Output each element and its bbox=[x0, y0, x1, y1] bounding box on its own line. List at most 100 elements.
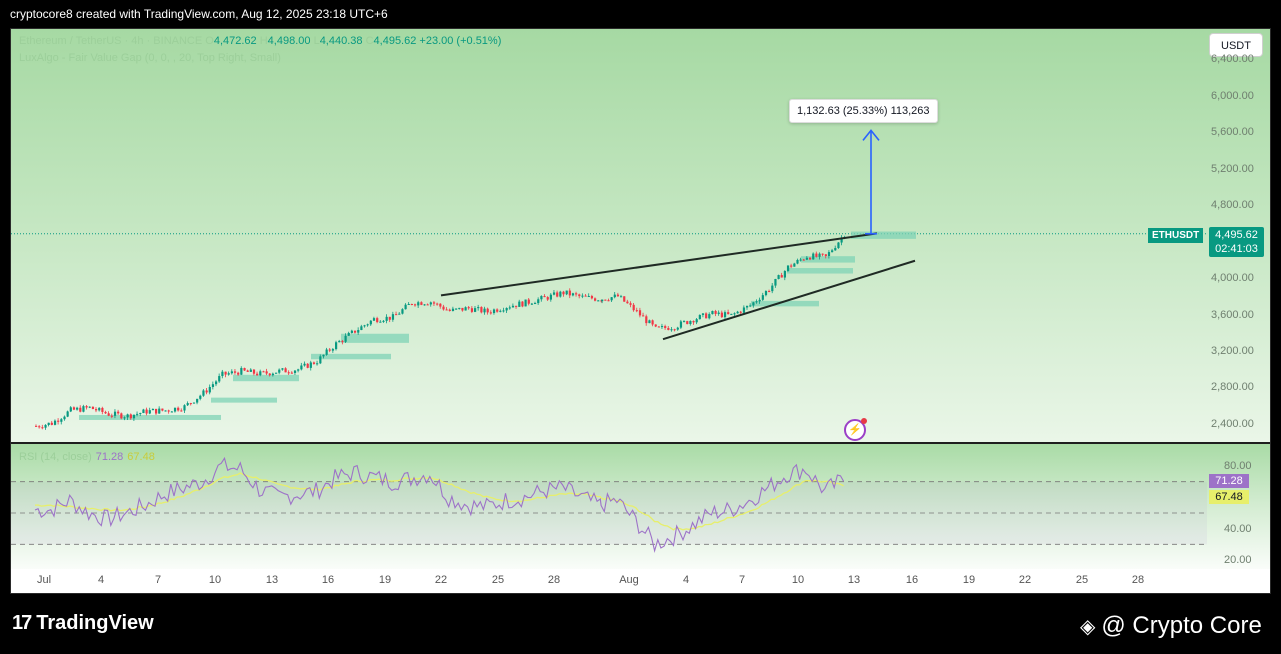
candle-body bbox=[752, 302, 755, 306]
chart-frame[interactable]: Ethereum / TetherUS · 4h · BINANCE O4,47… bbox=[10, 28, 1271, 594]
candle-body bbox=[44, 424, 47, 428]
x-axis-label: 25 bbox=[1075, 574, 1089, 586]
candle-body bbox=[233, 371, 237, 373]
measure-label[interactable]: 1,132.63 (25.33%) 113,263 bbox=[789, 99, 938, 123]
candle-body bbox=[780, 275, 783, 278]
x-axis-label: 16 bbox=[321, 574, 335, 586]
price-pane[interactable] bbox=[11, 29, 1270, 442]
candle-body bbox=[104, 411, 107, 414]
tradingview-logo-icon: 17 bbox=[12, 612, 32, 634]
close-label: C bbox=[365, 35, 374, 47]
candle-body bbox=[139, 413, 142, 415]
rsi-title: RSI (14, close) bbox=[19, 451, 92, 463]
candle-body bbox=[736, 311, 739, 314]
candle-body bbox=[701, 313, 705, 315]
candle-body bbox=[467, 307, 470, 309]
candle-body bbox=[834, 248, 837, 251]
candle-body bbox=[815, 253, 818, 257]
candle-body bbox=[132, 414, 136, 419]
candle-body bbox=[208, 386, 211, 393]
candle-body bbox=[717, 312, 720, 314]
fair-value-gap-box bbox=[801, 256, 855, 263]
candle-body bbox=[47, 422, 50, 425]
candle-body bbox=[742, 307, 746, 313]
candle-body bbox=[805, 257, 809, 260]
fair-value-gap-box bbox=[233, 374, 299, 382]
candle-body bbox=[540, 296, 543, 300]
candle-body bbox=[474, 308, 477, 312]
rsi-axis-label: 40.00 bbox=[1224, 523, 1252, 535]
candle-body bbox=[489, 312, 492, 314]
candle-body bbox=[620, 296, 623, 298]
candle-body bbox=[786, 265, 790, 271]
fair-value-gap-box bbox=[211, 397, 277, 403]
candle-body bbox=[287, 372, 290, 374]
candle-body bbox=[556, 292, 559, 297]
time-axis[interactable] bbox=[11, 569, 1270, 593]
x-axis-label: 19 bbox=[378, 574, 392, 586]
candle-body bbox=[290, 372, 293, 374]
candle-body bbox=[610, 297, 613, 301]
candle-body bbox=[508, 307, 511, 309]
candle-body bbox=[499, 310, 502, 312]
close-value: 4,495.62 bbox=[373, 35, 417, 47]
candle-body bbox=[249, 369, 252, 372]
candle-body bbox=[511, 305, 515, 308]
currency-button[interactable]: USDT bbox=[1209, 33, 1263, 57]
rsi-legend[interactable]: RSI (14, close) 71.28 67.48 bbox=[19, 451, 155, 463]
x-axis-label: 13 bbox=[265, 574, 279, 586]
pane-divider[interactable] bbox=[11, 442, 1270, 444]
candle-body bbox=[338, 340, 341, 343]
candle-body bbox=[594, 298, 597, 301]
candle-body bbox=[758, 299, 761, 302]
candle-body bbox=[126, 414, 129, 418]
candle-body bbox=[211, 384, 215, 387]
candle-body bbox=[477, 307, 480, 309]
candle-body bbox=[686, 321, 689, 324]
candle-body bbox=[151, 408, 155, 411]
candle-body bbox=[698, 314, 701, 320]
candle-body bbox=[284, 368, 287, 373]
candle-body bbox=[347, 332, 350, 336]
candle-body bbox=[177, 407, 180, 411]
candle-body bbox=[306, 363, 309, 368]
candle-body bbox=[543, 296, 546, 298]
symbol-title: Ethereum / TetherUS · 4h · BINANCE bbox=[19, 35, 203, 47]
candle-body bbox=[379, 321, 382, 323]
indicator-legend[interactable]: LuxAlgo - Fair Value Gap (0, 0, , 20, To… bbox=[19, 52, 281, 64]
x-axis-label: 25 bbox=[491, 574, 505, 586]
candle-body bbox=[35, 425, 38, 427]
y-axis-label: 5,200.00 bbox=[1211, 163, 1254, 175]
notification-dot bbox=[861, 418, 867, 424]
candle-body bbox=[483, 308, 486, 313]
candle-body bbox=[88, 406, 91, 408]
change-value: +23.00 (+0.51%) bbox=[419, 35, 502, 47]
candle-body bbox=[607, 300, 610, 302]
chart-canvas[interactable] bbox=[11, 29, 1270, 594]
y-axis-label: 3,600.00 bbox=[1211, 309, 1254, 321]
x-axis-label: 13 bbox=[847, 574, 861, 586]
flash-icon[interactable]: ⚡ bbox=[844, 418, 867, 441]
candle-body bbox=[82, 406, 85, 412]
rsi-axis-label: 20.00 bbox=[1224, 554, 1252, 566]
candle-body bbox=[727, 312, 730, 315]
candle-body bbox=[60, 419, 63, 422]
x-axis-label: 22 bbox=[434, 574, 448, 586]
candle-body bbox=[189, 403, 192, 405]
candle-body bbox=[645, 316, 648, 324]
candle-body bbox=[275, 372, 278, 374]
candle-body bbox=[534, 303, 537, 305]
x-axis-label: 4 bbox=[682, 574, 690, 586]
rsi-pane[interactable] bbox=[11, 444, 1270, 578]
candle-body bbox=[502, 310, 505, 312]
candle-body bbox=[155, 408, 158, 414]
candle-body bbox=[388, 316, 391, 320]
candle-body bbox=[565, 290, 568, 295]
candle-body bbox=[331, 349, 335, 351]
candle-body bbox=[369, 320, 372, 325]
candle-body bbox=[215, 381, 218, 385]
candle-body bbox=[136, 413, 139, 415]
candle-body bbox=[496, 309, 499, 312]
candle-body bbox=[623, 296, 626, 302]
candle-body bbox=[312, 362, 316, 364]
